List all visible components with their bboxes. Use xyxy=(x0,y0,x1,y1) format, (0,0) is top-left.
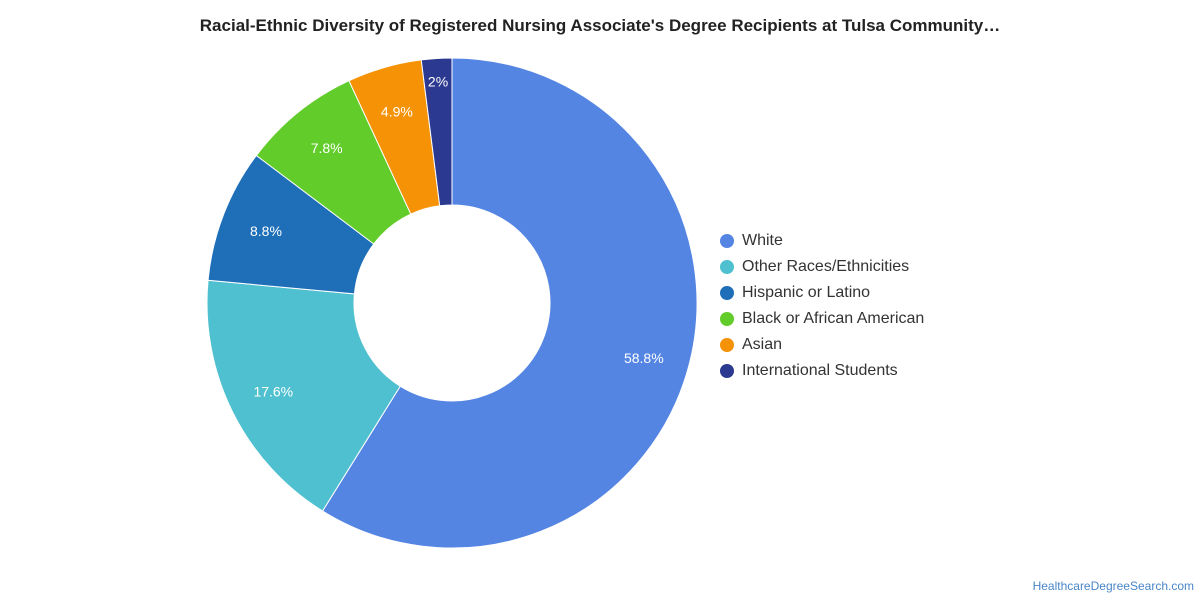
data-label-white: 58.8% xyxy=(624,350,664,366)
legend-label: Asian xyxy=(742,336,783,353)
data-label-hispanic-or-latino: 8.8% xyxy=(250,223,282,239)
legend-item-asian[interactable]: Asian xyxy=(720,332,924,358)
legend-dot-icon xyxy=(720,312,734,326)
data-label-asian: 4.9% xyxy=(381,103,413,119)
legend-label: Black or African American xyxy=(742,310,925,327)
data-label-black-or-african-american: 7.8% xyxy=(311,140,343,156)
legend-label: Hispanic or Latino xyxy=(742,284,871,301)
data-label-international-students: 2% xyxy=(428,73,448,89)
legend: White Other Races/Ethnicities Hispanic or … xyxy=(720,228,924,384)
legend-dot-icon xyxy=(720,364,734,378)
legend-dot-icon xyxy=(720,234,734,248)
slice-international-students[interactable] xyxy=(420,57,453,207)
source-credit[interactable]: HealthcareDegreeSearch.com xyxy=(1032,579,1194,593)
legend-dot-icon xyxy=(720,338,734,352)
legend-label: Other Races/Ethnicities xyxy=(742,258,910,275)
legend-label: International Students xyxy=(742,362,898,379)
legend-item-hispanic-or-latino[interactable]: Hispanic or Latino xyxy=(720,280,924,306)
slice-other-races-ethnicities[interactable] xyxy=(206,279,401,512)
legend-dot-icon xyxy=(720,260,734,274)
legend-item-black-or-african-american[interactable]: Black or African American xyxy=(720,306,924,332)
legend-label: White xyxy=(742,232,783,249)
chart-title: Racial-Ethnic Diversity of Registered Nu… xyxy=(199,16,1001,35)
legend-dot-icon xyxy=(720,286,734,300)
slice-white[interactable] xyxy=(321,57,698,549)
legend-item-other-races-ethnicities[interactable]: Other Races/Ethnicities xyxy=(720,254,924,280)
legend-item-white[interactable]: White xyxy=(720,228,924,254)
legend-item-international-students[interactable]: International Students xyxy=(720,358,924,384)
data-label-other-races-ethnicities: 17.6% xyxy=(253,384,293,400)
